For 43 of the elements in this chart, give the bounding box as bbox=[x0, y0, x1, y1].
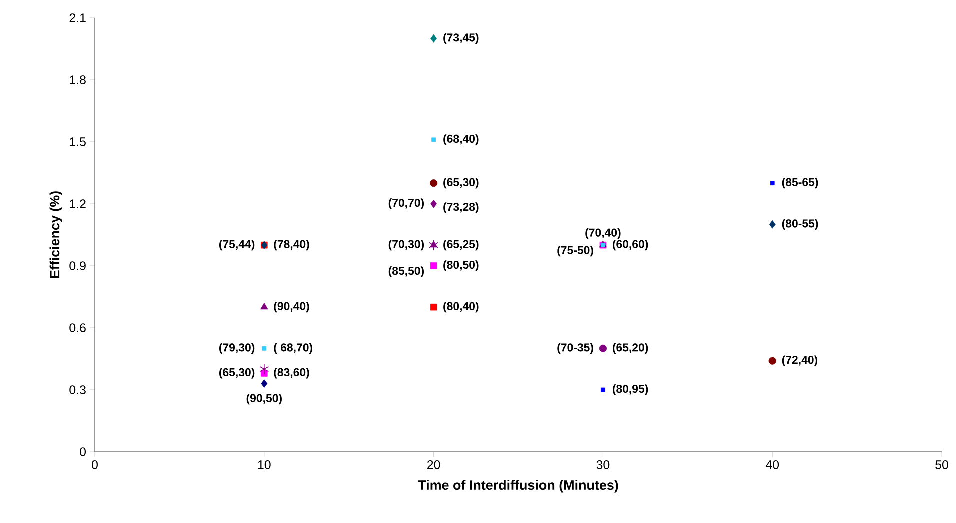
annotation: (65,25) bbox=[444, 240, 479, 251]
annotation: (70,70) bbox=[388, 198, 424, 210]
annotation: (90,50) bbox=[246, 394, 282, 405]
annotation: (65,20) bbox=[612, 343, 648, 354]
x-tick-label: 30 bbox=[596, 460, 610, 470]
y-axis-title: Efficiency (%) bbox=[50, 192, 62, 278]
x-tick-label: 50 bbox=[936, 460, 948, 470]
y-tick-label: 0.6 bbox=[70, 324, 86, 332]
annotation: (70,40) bbox=[586, 228, 621, 240]
annotation: (70-35) bbox=[558, 343, 594, 354]
annotation: (80,95) bbox=[612, 384, 648, 396]
x-axis-title: Time of Interdiffusion (Minutes) bbox=[418, 480, 618, 493]
annotation: (85-65) bbox=[782, 178, 818, 189]
y-tick-label: 0 bbox=[80, 448, 86, 456]
annotation: (70,30) bbox=[388, 240, 424, 251]
y-tick-label: 0.9 bbox=[70, 262, 86, 270]
x-tick-label: 10 bbox=[258, 460, 271, 470]
annotation: (68,40) bbox=[444, 134, 479, 146]
y-tick-label: 0.3 bbox=[70, 386, 86, 394]
x-tick-label: 40 bbox=[766, 460, 780, 470]
annotation: (60,60) bbox=[612, 240, 648, 251]
annotation: (80,50) bbox=[444, 260, 479, 272]
annotation: (65,30) bbox=[444, 178, 479, 189]
annotation: (72,40) bbox=[782, 356, 818, 366]
annotation: (73,45) bbox=[444, 33, 479, 44]
annotation: (79,30) bbox=[219, 343, 255, 354]
annotation: (73,28) bbox=[444, 202, 479, 214]
y-tick-label: 1.8 bbox=[70, 76, 86, 84]
annotation: (78,40) bbox=[274, 240, 310, 251]
annotation: (75,44) bbox=[219, 240, 255, 251]
annotation: (75-50) bbox=[558, 246, 594, 257]
y-tick-label: 2.1 bbox=[70, 14, 86, 22]
annotation: (80-55) bbox=[782, 219, 818, 230]
x-tick-label: 0 bbox=[92, 460, 98, 470]
annotation: ( 68,70) bbox=[274, 343, 313, 354]
x-tick-label: 20 bbox=[428, 460, 440, 470]
annotation: (83,60) bbox=[274, 368, 310, 379]
y-tick-label: 1.2 bbox=[70, 200, 86, 208]
annotation: (80,40) bbox=[444, 302, 479, 313]
annotation: (90,40) bbox=[274, 302, 310, 313]
annotation: (65,30) bbox=[219, 368, 255, 379]
annotation: (85,50) bbox=[388, 266, 424, 278]
y-tick-label: 1.5 bbox=[70, 138, 86, 146]
